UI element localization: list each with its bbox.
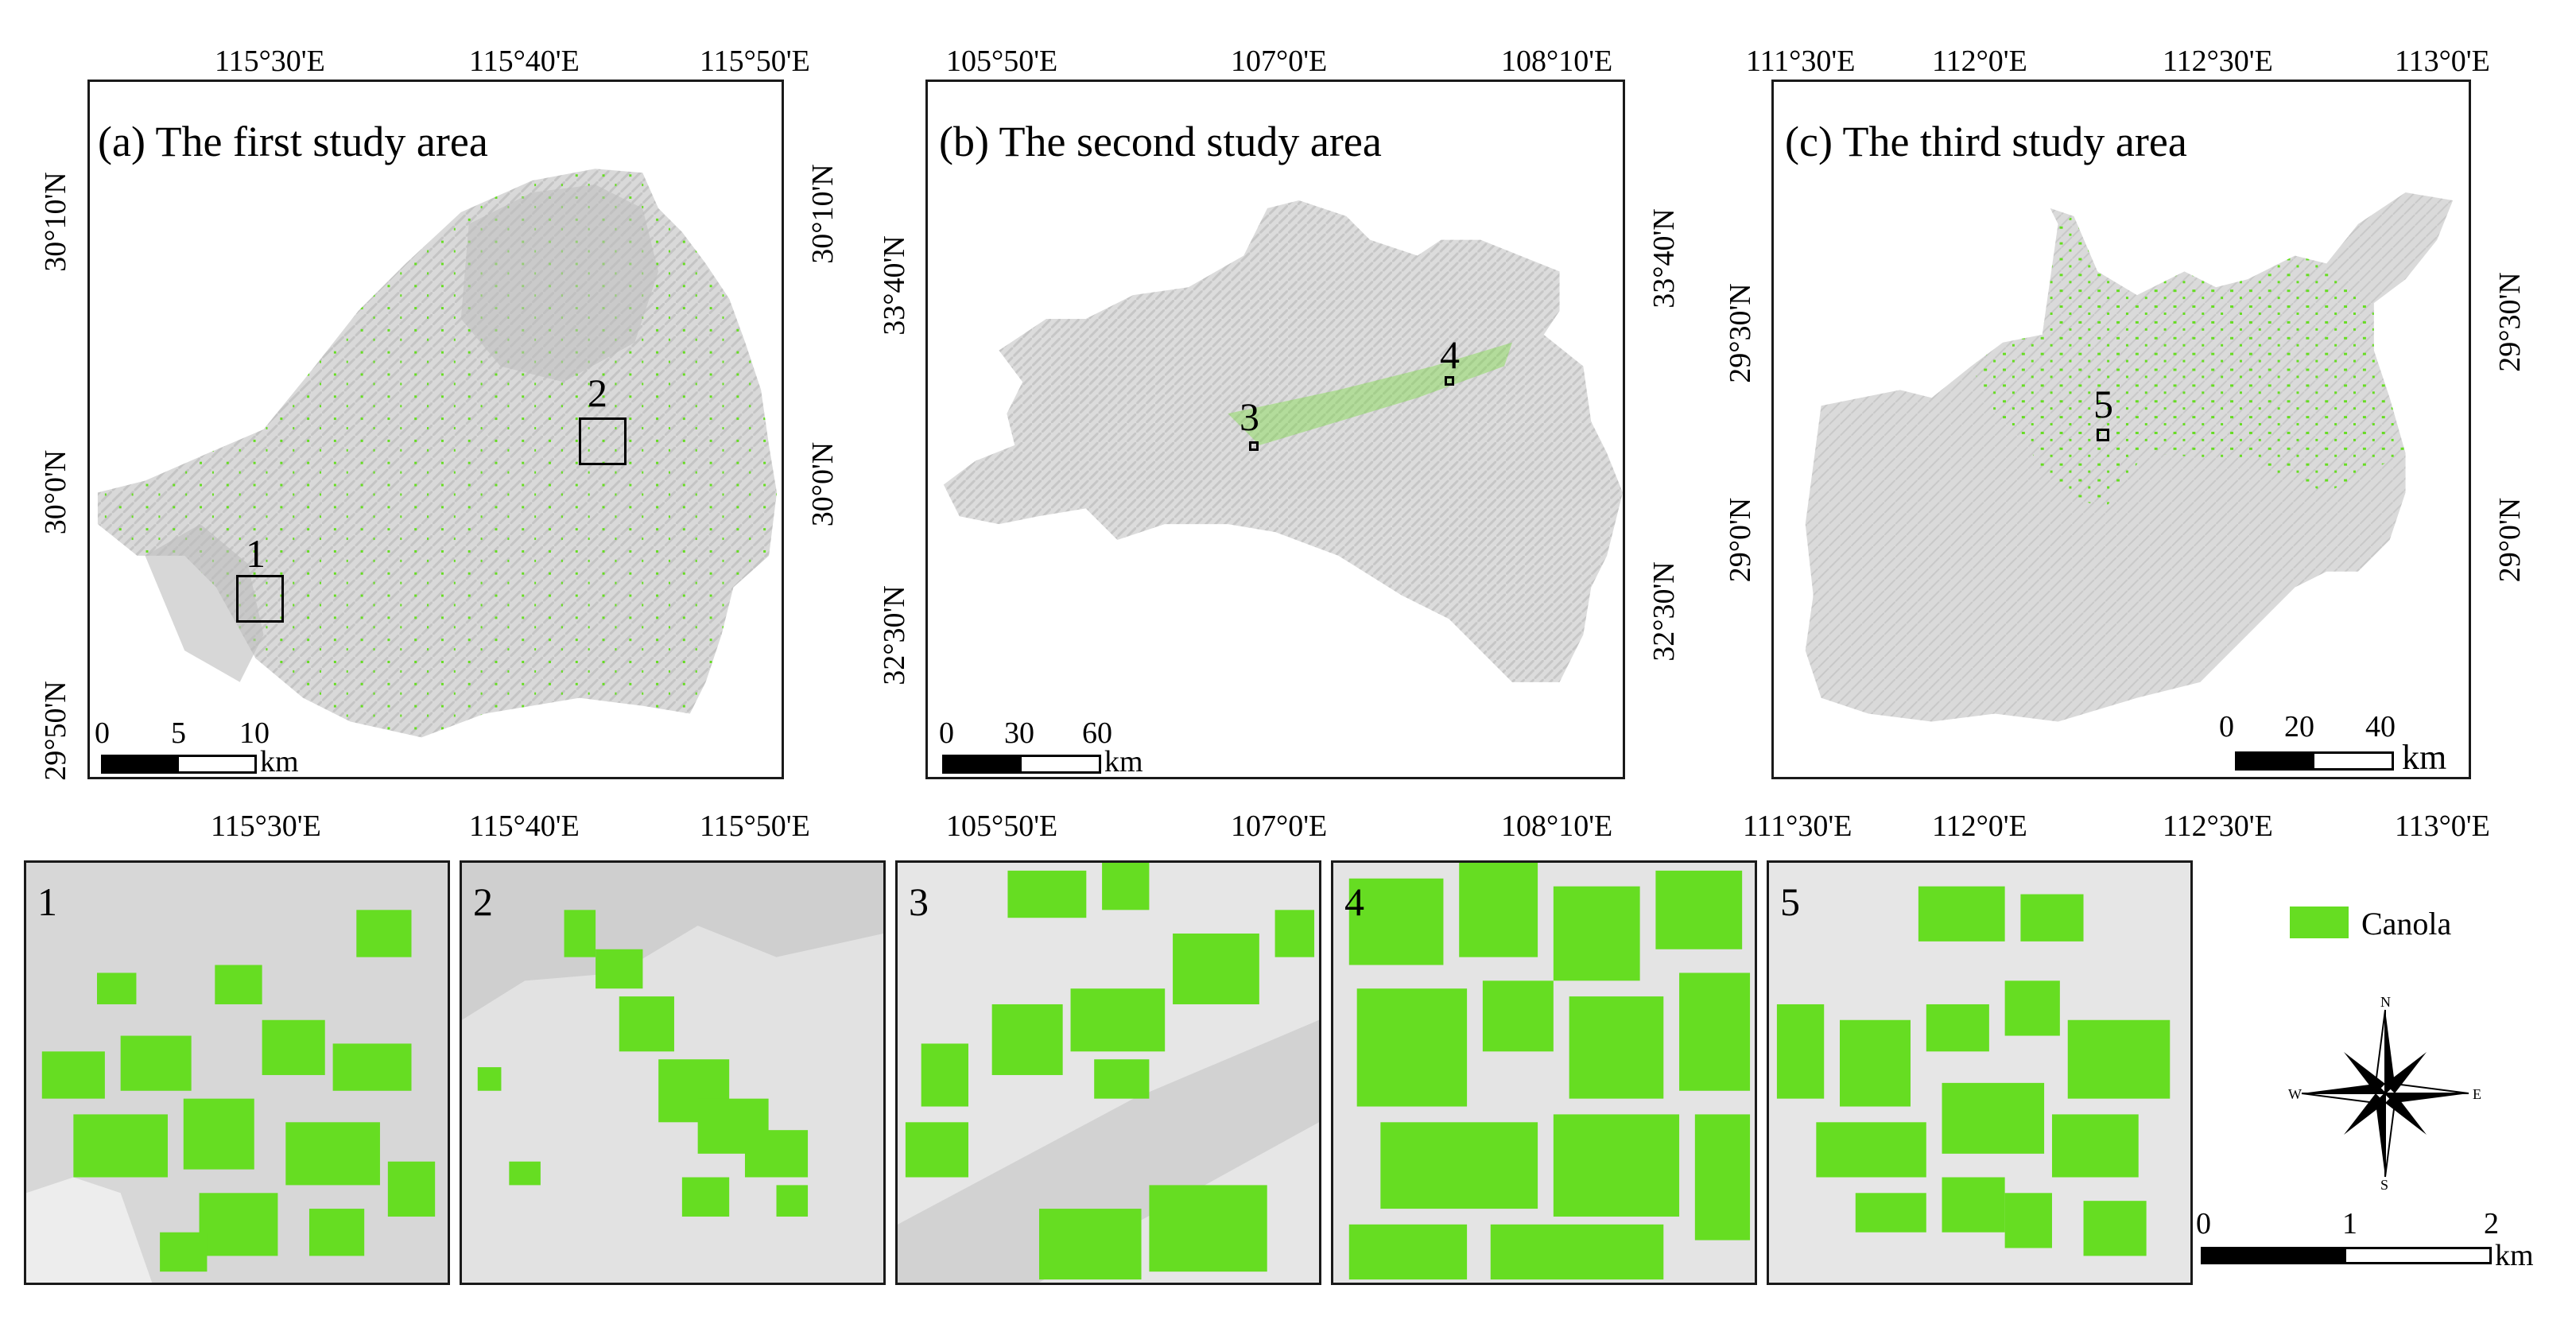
marker-1: 1	[246, 531, 266, 576]
study-box-3[interactable]	[1249, 441, 1259, 451]
b-left-tick-1: 32°30'N	[878, 585, 911, 685]
b-top-tick-0: 105°50'E	[946, 45, 1058, 78]
inset-1: 1	[24, 860, 450, 1285]
a-left-tick-1: 30°0'N	[39, 449, 72, 535]
inset-3-label: 3	[909, 879, 929, 924]
inset-4-label: 4	[1344, 879, 1364, 924]
map-panel-b: 3 4 (b) The second study area 0 30 60 km	[925, 80, 1625, 779]
a-top-tick-1: 115°40'E	[469, 45, 580, 78]
scale-a-unit: km	[260, 745, 299, 778]
b-right-tick-0: 33°40'N	[1647, 208, 1681, 309]
c-bottom-tick-1: 112°0'E	[1932, 809, 2027, 843]
panel-b-title: (b) The second study area	[939, 118, 1382, 165]
inset-scale-2: 2	[2484, 1207, 2499, 1240]
scale-bar-b	[942, 755, 1101, 774]
scale-a-1: 5	[171, 716, 186, 750]
a-bottom-tick-0: 115°30'E	[211, 809, 321, 843]
inset-3: 3	[895, 860, 1321, 1285]
scale-b-2: 60	[1082, 716, 1112, 750]
c-top-tick-2: 112°30'E	[2163, 45, 2273, 78]
a-bottom-tick-1: 115°40'E	[469, 809, 580, 843]
map-b-terrain	[943, 200, 1623, 682]
inset-scale: 0 1 2 km	[2194, 1209, 2560, 1288]
a-left-tick-2: 29°50'N	[39, 681, 72, 781]
inset-5: 5	[1767, 860, 2193, 1285]
legend-label-canola: Canola	[2361, 906, 2452, 941]
scale-bar-c	[2235, 751, 2394, 771]
compass-rose-icon	[2301, 1009, 2469, 1178]
inset-5-canola	[1769, 863, 2190, 1283]
panel-c-title: (c) The third study area	[1785, 118, 2187, 165]
inset-2-label: 2	[473, 879, 493, 924]
marker-5: 5	[2093, 382, 2113, 426]
inset-4: 4	[1331, 860, 1757, 1285]
scale-c-2: 40	[2365, 710, 2396, 743]
compass-e: E	[2473, 1086, 2481, 1102]
b-top-tick-2: 108°10'E	[1501, 45, 1613, 78]
scale-b-unit: km	[1104, 745, 1143, 778]
marker-3: 3	[1240, 394, 1259, 439]
c-left-tick-0: 29°30'N	[1724, 283, 1757, 383]
map-a-terrain	[97, 169, 778, 738]
c-right-tick-0: 29°30'N	[2493, 272, 2527, 372]
inset-scale-unit: km	[2495, 1239, 2534, 1272]
inset-5-label: 5	[1780, 879, 1800, 924]
b-top-tick-1: 107°0'E	[1231, 45, 1328, 78]
inset-scale-bar	[2201, 1247, 2492, 1264]
study-box-4[interactable]	[1445, 376, 1454, 386]
inset-2-canola	[462, 863, 883, 1283]
inset-3-canola	[898, 863, 1319, 1283]
scale-c-0: 0	[2219, 710, 2234, 743]
b-bottom-tick-0: 105°50'E	[946, 809, 1058, 843]
c-bottom-tick-3: 113°0'E	[2395, 809, 2490, 843]
a-bottom-tick-2: 115°50'E	[700, 809, 810, 843]
scale-bar-a	[101, 755, 257, 774]
scale-b-1: 30	[1004, 716, 1034, 750]
inset-2: 2	[460, 860, 886, 1285]
scale-c-1: 20	[2284, 710, 2314, 743]
a-top-tick-2: 115°50'E	[700, 45, 810, 78]
c-top-tick-3: 113°0'E	[2395, 45, 2490, 78]
a-left-tick-0: 30°10'N	[39, 172, 72, 272]
inset-1-label: 1	[37, 879, 57, 924]
a-right-tick-1: 30°0'N	[806, 441, 840, 527]
c-left-tick-1: 29°0'N	[1724, 497, 1757, 583]
map-panel-c: 5 (c) The third study area 0 20 40 km	[1771, 80, 2471, 779]
scale-b-0: 0	[939, 716, 954, 750]
c-bottom-tick-0: 111°30'E	[1743, 809, 1852, 843]
scale-a-2: 10	[239, 716, 270, 750]
scale-c-unit: km	[2402, 738, 2447, 777]
inset-4-canola	[1333, 863, 1755, 1283]
c-top-tick-1: 112°0'E	[1932, 45, 2027, 78]
study-box-1[interactable]	[236, 575, 284, 623]
b-left-tick-0: 33°40'N	[878, 235, 911, 336]
north-arrow: N S E W	[2274, 994, 2496, 1193]
marker-4: 4	[1440, 332, 1460, 377]
inset-1-canola	[26, 863, 448, 1283]
panel-a-title: (a) The first study area	[98, 118, 488, 165]
scale-a-0: 0	[95, 716, 110, 750]
compass-n: N	[2380, 994, 2391, 1010]
b-bottom-tick-1: 107°0'E	[1231, 809, 1328, 843]
a-top-tick-0: 115°30'E	[215, 45, 325, 78]
inset-scale-1: 1	[2342, 1207, 2357, 1240]
compass-s: S	[2380, 1177, 2389, 1193]
map-c-terrain	[1805, 192, 2454, 722]
c-bottom-tick-2: 112°30'E	[2163, 809, 2273, 843]
c-top-tick-0: 111°30'E	[1746, 45, 1856, 78]
map-panel-a: 1 2 (a) The first study area 0 5 10 km	[87, 80, 784, 779]
legend-swatch-canola	[2290, 907, 2349, 938]
a-right-tick-0: 30°10'N	[806, 164, 840, 264]
marker-2: 2	[588, 371, 607, 415]
b-right-tick-1: 32°30'N	[1647, 561, 1681, 662]
b-bottom-tick-2: 108°10'E	[1501, 809, 1613, 843]
study-box-2[interactable]	[579, 417, 627, 465]
c-right-tick-1: 29°0'N	[2493, 497, 2527, 583]
compass-w: W	[2288, 1086, 2302, 1102]
inset-scale-0: 0	[2196, 1207, 2211, 1240]
study-box-5[interactable]	[2097, 429, 2109, 441]
